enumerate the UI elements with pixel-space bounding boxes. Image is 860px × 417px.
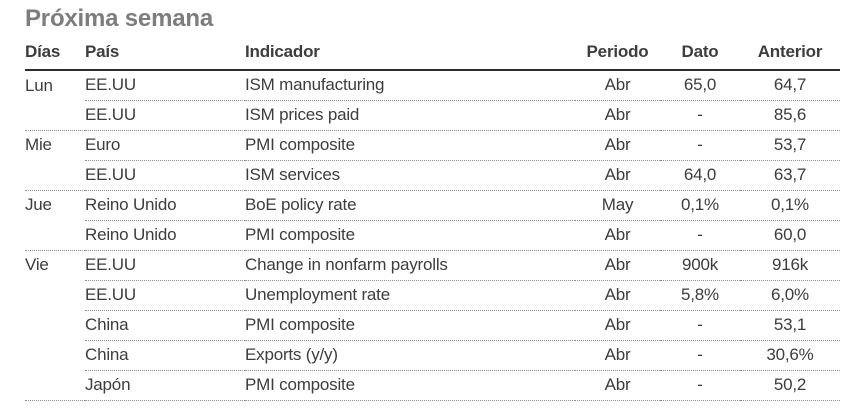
cell-dato: - (660, 340, 740, 371)
cell-day (25, 340, 85, 370)
cell-country: China (85, 310, 245, 341)
table-header-row: Días País Indicador Periodo Dato Anterio… (25, 40, 840, 71)
table-row: EE.UU ISM services Abr 64,0 63,7 (25, 160, 840, 191)
cell-indicator: ISM prices paid (245, 100, 575, 131)
cell-indicator: Unemployment rate (245, 280, 575, 311)
column-header-pais: País (85, 40, 245, 71)
cell-indicator: BoE policy rate (245, 190, 575, 221)
cell-day: Jue (25, 195, 52, 215)
cell-country: EE.UU (85, 70, 245, 101)
cell-dato: 64,0 (660, 160, 740, 191)
cell-anterior: 85,6 (740, 100, 840, 131)
cell-indicator: Change in nonfarm payrolls (245, 250, 575, 281)
cell-anterior: 0,1% (740, 190, 840, 221)
cell-country: EE.UU (85, 250, 245, 281)
cell-anterior: 916k (740, 250, 840, 281)
cell-anterior: 30,6% (740, 340, 840, 371)
page-title: Próxima semana (25, 5, 213, 32)
cell-period: Abr (575, 70, 660, 101)
table-row: China PMI composite Abr - 53,1 (25, 310, 840, 341)
cell-anterior: 53,7 (740, 130, 840, 161)
cell-anterior: 50,2 (740, 370, 840, 401)
table-row: Mie Euro PMI composite Abr - 53,7 (25, 130, 840, 161)
cell-day: Mie (25, 135, 52, 155)
economic-calendar-table: Días País Indicador Periodo Dato Anterio… (25, 40, 840, 401)
cell-day: Vie (25, 255, 49, 275)
cell-indicator: PMI composite (245, 310, 575, 341)
cell-country: Reino Unido (85, 190, 245, 221)
column-header-anterior: Anterior (740, 40, 840, 71)
cell-period: Abr (575, 160, 660, 191)
cell-day (25, 370, 85, 401)
cell-dato: - (660, 100, 740, 131)
table-body: Lun EE.UU ISM manufacturing Abr 65,0 64,… (25, 70, 840, 401)
cell-indicator: Exports (y/y) (245, 340, 575, 371)
cell-country: EE.UU (85, 280, 245, 311)
cell-dato: - (660, 370, 740, 401)
cell-country: Euro (85, 130, 245, 161)
table-row: Jue Reino Unido BoE policy rate May 0,1%… (25, 190, 840, 221)
cell-period: Abr (575, 340, 660, 371)
cell-dato: - (660, 220, 740, 251)
table-row: EE.UU ISM prices paid Abr - 85,6 (25, 100, 840, 131)
cell-anterior: 63,7 (740, 160, 840, 191)
cell-anterior: 6,0% (740, 280, 840, 311)
cell-period: Abr (575, 100, 660, 131)
cell-dato: 0,1% (660, 190, 740, 221)
cell-indicator: PMI composite (245, 130, 575, 161)
cell-day: Lun (25, 75, 53, 95)
table-row: Vie EE.UU Change in nonfarm payrolls Abr… (25, 250, 840, 281)
cell-dato: 5,8% (660, 280, 740, 311)
cell-indicator: ISM services (245, 160, 575, 191)
column-header-dato: Dato (660, 40, 740, 71)
cell-country: Reino Unido (85, 220, 245, 251)
cell-day (25, 220, 85, 251)
table-row: Reino Unido PMI composite Abr - 60,0 (25, 220, 840, 251)
cell-indicator: ISM manufacturing (245, 70, 575, 101)
cell-day (25, 160, 85, 191)
cell-country: Japón (85, 370, 245, 401)
cell-period: Abr (575, 220, 660, 251)
cell-anterior: 60,0 (740, 220, 840, 251)
cell-period: Abr (575, 370, 660, 401)
cell-country: China (85, 340, 245, 371)
cell-period: Abr (575, 280, 660, 311)
cell-day (25, 280, 85, 310)
cell-period: Abr (575, 310, 660, 341)
cell-country: EE.UU (85, 100, 245, 131)
table-row: Japón PMI composite Abr - 50,2 (25, 370, 840, 401)
table-row: EE.UU Unemployment rate Abr 5,8% 6,0% (25, 280, 840, 311)
cell-day (25, 310, 85, 340)
column-header-dias: Días (25, 40, 85, 71)
cell-dato: 65,0 (660, 70, 740, 101)
cell-country: EE.UU (85, 160, 245, 191)
cell-anterior: 53,1 (740, 310, 840, 341)
table-row: China Exports (y/y) Abr - 30,6% (25, 340, 840, 371)
cell-indicator: PMI composite (245, 220, 575, 251)
cell-day (25, 100, 85, 131)
cell-indicator: PMI composite (245, 370, 575, 401)
cell-dato: - (660, 130, 740, 161)
column-header-periodo: Periodo (575, 40, 660, 71)
page: Próxima semana Días País Indicador Perio… (25, 5, 840, 401)
table-row: Lun EE.UU ISM manufacturing Abr 65,0 64,… (25, 70, 840, 101)
column-header-indicador: Indicador (245, 40, 575, 71)
cell-dato: 900k (660, 250, 740, 281)
cell-dato: - (660, 310, 740, 341)
cell-period: Abr (575, 130, 660, 161)
cell-anterior: 64,7 (740, 70, 840, 101)
cell-period: Abr (575, 250, 660, 281)
cell-period: May (575, 190, 660, 221)
